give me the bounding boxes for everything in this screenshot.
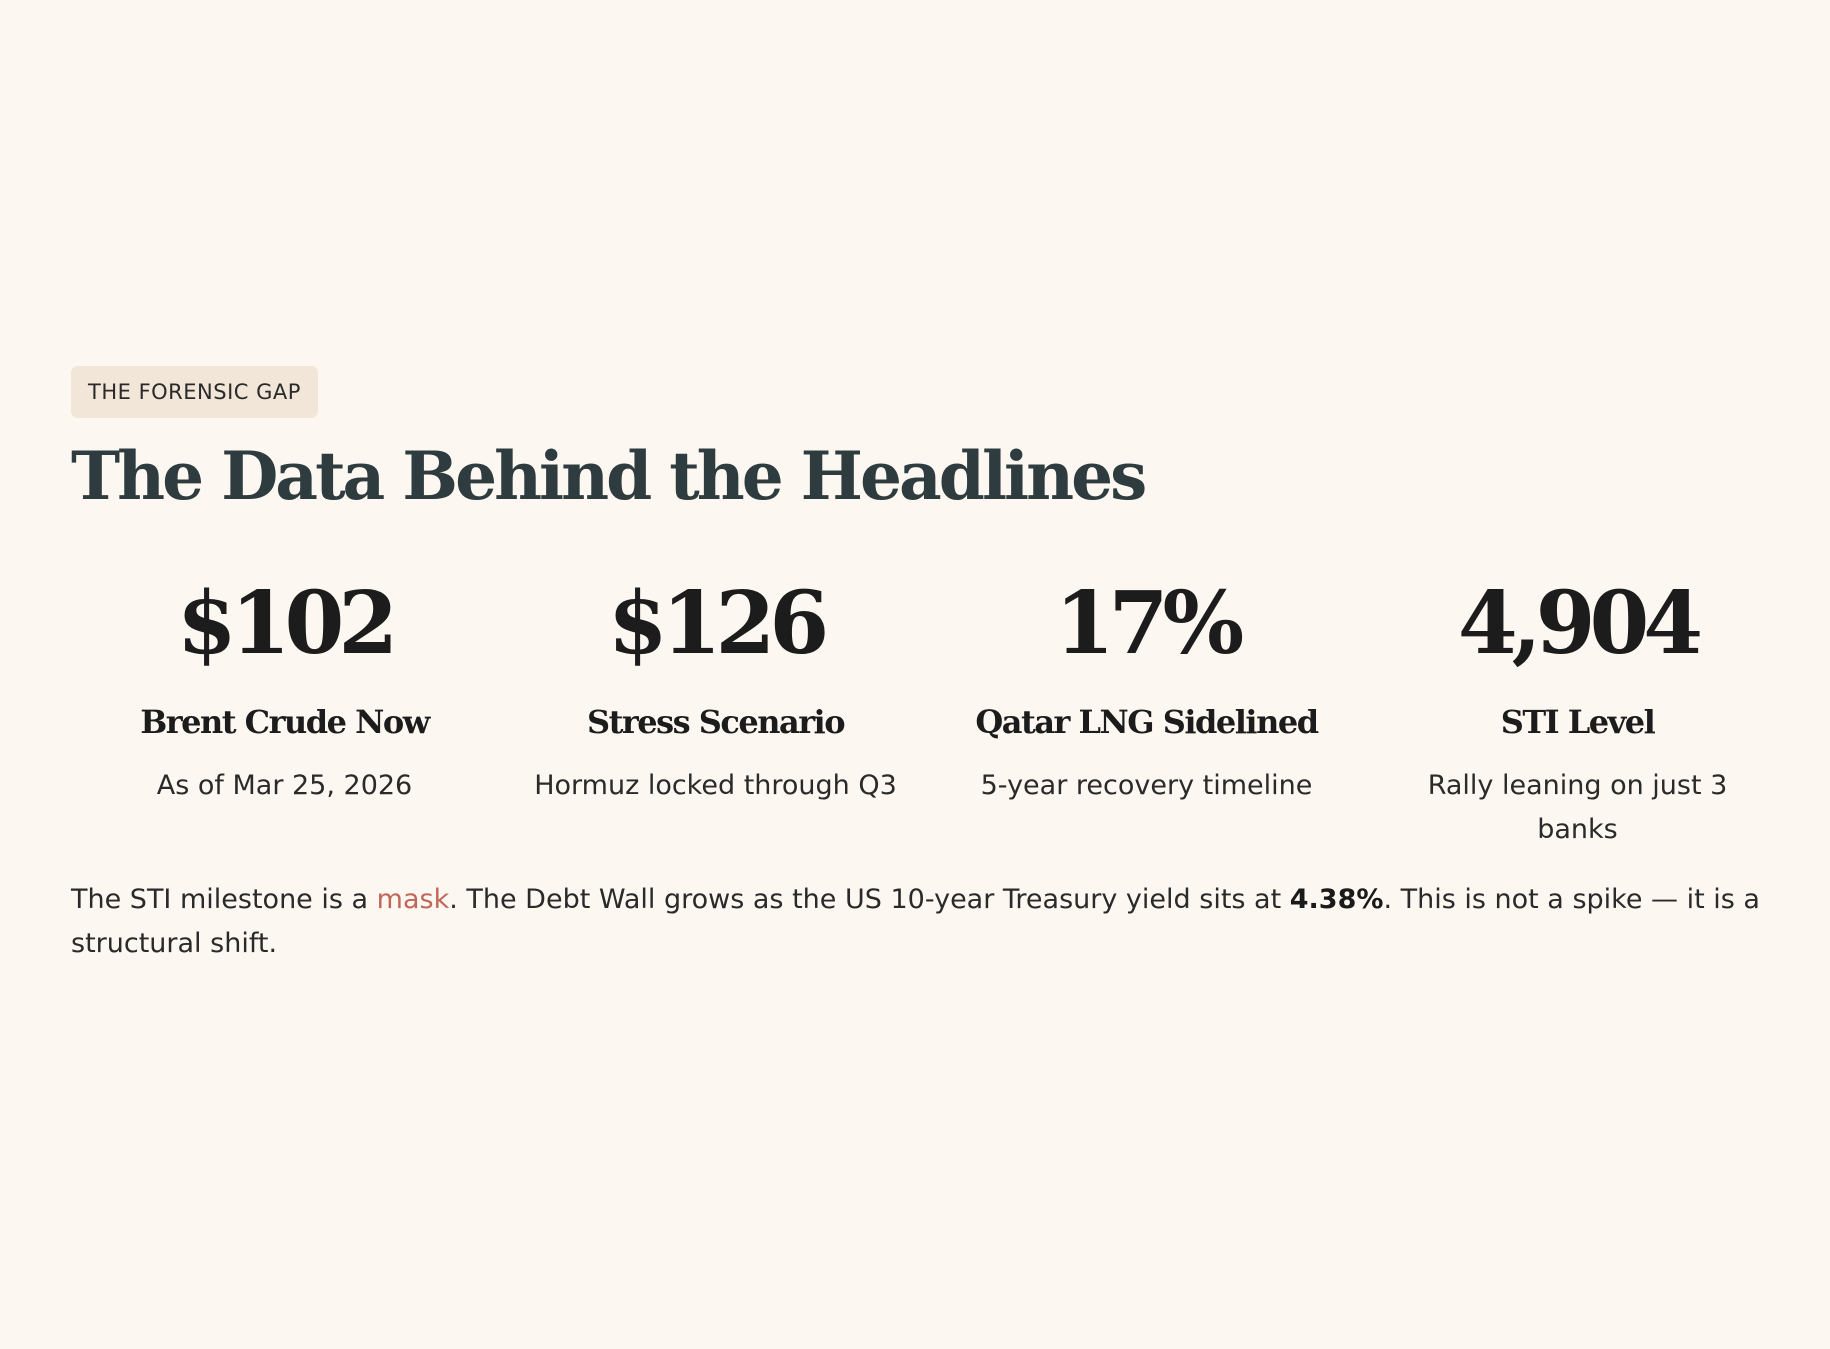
stat-label: Brent Crude Now bbox=[140, 703, 430, 741]
stat-label: Qatar LNG Sidelined bbox=[975, 703, 1319, 741]
stat-value: $102 bbox=[176, 573, 398, 674]
stat-value: 17% bbox=[1054, 573, 1244, 674]
stat-value: 4,904 bbox=[1457, 573, 1703, 674]
summary-paragraph: The STI milestone is a mask. The Debt Wa… bbox=[71, 878, 1771, 966]
stats-row: $102 Brent Crude Now As of Mar 25, 2026 … bbox=[69, 576, 1793, 852]
summary-text: The STI milestone is a bbox=[71, 884, 377, 915]
stat-value: $126 bbox=[607, 573, 829, 674]
section-title: The Data Behind the Headlines bbox=[71, 437, 1147, 515]
forensic-gap-section: THE FORENSIC GAP The Data Behind the Hea… bbox=[71, 366, 1760, 993]
stat-note: Rally leaning on just 3 banks bbox=[1427, 770, 1728, 845]
stat-brent-crude: $102 Brent Crude Now As of Mar 25, 2026 bbox=[69, 576, 500, 852]
summary-text: . This is not a spike — it is a structur… bbox=[71, 884, 1760, 959]
mask-highlight: mask bbox=[376, 884, 450, 915]
stat-sti-level: 4,904 STI Level Rally leaning on just 3 … bbox=[1362, 576, 1793, 852]
summary-text: . The Debt Wall grows as the US 10-year … bbox=[449, 884, 1290, 915]
stat-note: As of Mar 25, 2026 bbox=[156, 770, 413, 801]
stat-stress-scenario: $126 Stress Scenario Hormuz locked throu… bbox=[500, 576, 931, 852]
stat-qatar-lng: 17% Qatar LNG Sidelined 5-year recovery … bbox=[931, 576, 1362, 852]
stat-note: Hormuz locked through Q3 bbox=[534, 770, 897, 801]
stat-label: Stress Scenario bbox=[586, 703, 846, 741]
stat-label: STI Level bbox=[1500, 703, 1656, 741]
treasury-yield-value: 4.38% bbox=[1289, 884, 1384, 915]
section-badge: THE FORENSIC GAP bbox=[71, 366, 318, 418]
stat-note: 5-year recovery timeline bbox=[980, 770, 1313, 801]
